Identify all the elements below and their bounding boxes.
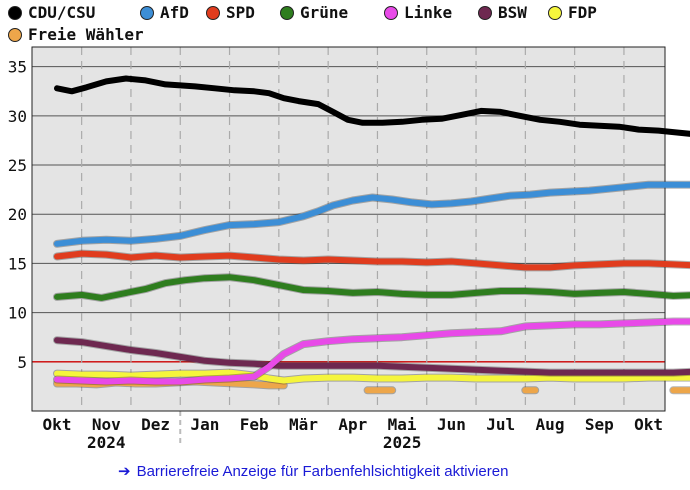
legend-label: SPD [226,3,255,22]
legend-item-linke: Linke [384,3,452,22]
legend-label: CDU/CSU [28,3,96,22]
series-line-cdu-csu [54,75,690,137]
colorblind-mode-link-label: Barrierefreie Anzeige für Farbenfehlsich… [136,463,509,480]
series-line-bsw [54,337,690,376]
legend-label: Grüne [300,3,349,22]
legend-item-cdu-csu: CDU/CSU [8,3,95,22]
y-tick-label: 30 [8,107,27,126]
series-line-spd [54,250,690,271]
legend-dot-icon [384,5,398,20]
x-tick-label: Okt [634,415,663,434]
x-tick-label: Jul [486,415,515,434]
legend-dot-icon [548,5,562,20]
year-label: 2024 [87,433,126,452]
x-tick-label: Jan [190,415,219,434]
legend-label: BSW [498,3,527,22]
legend-label: Linke [404,3,453,22]
plot-frame [31,46,666,412]
x-tick-label: Sep [585,415,614,434]
x-tick-label: Dez [141,415,170,434]
series-line-afd [54,181,690,247]
colorblind-mode-link[interactable]: ➔ Barrierefreie Anzeige für Farbenfehlsic… [118,462,508,480]
x-tick-label: Okt [43,415,72,434]
legend-label: AfD [160,3,189,22]
y-tick-label: 20 [8,205,27,224]
y-tick-label: 15 [8,254,27,273]
legend-dot-icon [8,5,22,20]
y-tick-label: 5 [17,353,27,372]
legend-dot-icon [280,5,294,20]
series-line-linke [54,318,690,385]
x-tick-label: Feb [240,415,269,434]
x-tick-label: Mär [289,415,318,434]
y-tick-label: 25 [8,156,27,175]
legend-dot-icon [478,5,492,20]
y-tick-label: 10 [8,304,27,323]
legend-item-fdp: FDP [548,3,597,22]
legend-dot-icon [8,27,22,42]
legend-dot-icon [140,5,154,20]
arrow-right-icon: ➔ [118,463,131,480]
y-tick-label: 35 [8,58,27,77]
x-tick-label: Jun [437,415,466,434]
x-tick-label: Apr [338,415,367,434]
series-line-gruene [54,274,690,301]
legend-item-freie-waehler: Freie Wähler [8,25,144,44]
legend-label: Freie Wähler [28,25,144,44]
legend-item-spd: SPD [206,3,255,22]
plot-background [32,47,665,411]
legend-item-afd: AfD [140,3,189,22]
legend-item-bsw: BSW [478,3,527,22]
legend-dot-icon [206,5,220,20]
x-tick-label: Nov [92,415,121,434]
x-tick-label: Mai [388,415,417,434]
legend-item-gruene: Grüne [280,3,348,22]
x-tick-label: Aug [536,415,565,434]
legend-label: FDP [568,3,597,22]
series-line-fdp [54,369,690,384]
year-label: 2025 [383,433,422,452]
